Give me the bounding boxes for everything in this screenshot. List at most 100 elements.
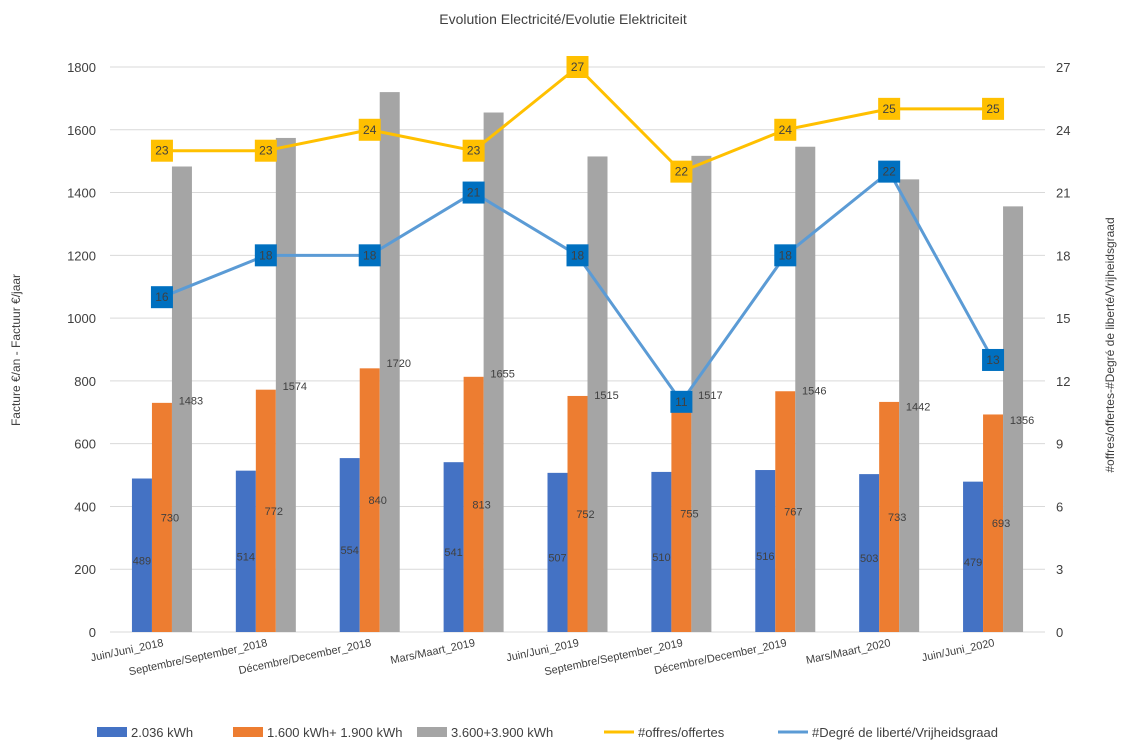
bar-data-label: 503	[860, 553, 878, 565]
line-data-label: 27	[571, 60, 585, 74]
x-tick-label: Juin/Juni_2020	[921, 637, 996, 664]
line-data-label: 22	[882, 165, 896, 179]
bar-data-label: 752	[576, 509, 594, 521]
bar	[131, 478, 152, 632]
chart-title: Evolution Electricité/Evolutie Elektrici…	[439, 11, 687, 27]
line-marker	[358, 244, 381, 267]
line-marker	[670, 160, 693, 183]
line-data-label: 16	[155, 290, 169, 304]
legend-entry: 2.036 kWh	[131, 725, 193, 740]
bar-data-label: 1574	[283, 381, 307, 393]
bar-data-label: 510	[652, 552, 670, 564]
line-marker	[774, 118, 797, 141]
line-data-label: 22	[675, 165, 689, 179]
bar	[795, 146, 816, 632]
y-tick-label: 1400	[67, 186, 96, 201]
y2-tick-label: 9	[1056, 437, 1063, 452]
bar-data-label: 733	[888, 512, 906, 524]
y-tick-label: 1000	[67, 311, 96, 326]
y-tick-label: 600	[74, 437, 96, 452]
y2-tick-label: 3	[1056, 562, 1063, 577]
y-tick-label: 800	[74, 374, 96, 389]
line-data-label: 24	[779, 123, 793, 137]
bar-data-label: 1720	[386, 358, 410, 370]
x-tick-label: Mars/Maart_2020	[805, 637, 892, 667]
y-tick-label: 400	[74, 499, 96, 514]
y-tick-label: 1600	[67, 123, 96, 138]
line-marker	[254, 244, 277, 267]
bar	[483, 112, 504, 632]
bar	[1003, 206, 1024, 632]
bar-data-label: 541	[444, 547, 462, 559]
y2-tick-label: 12	[1056, 374, 1070, 389]
bar-data-label: 1356	[1010, 415, 1034, 427]
bar	[443, 462, 464, 632]
bar-series	[131, 92, 1024, 633]
legend-swatch	[417, 727, 447, 737]
legend-entry: #Degré de liberté/Vrijheidsgraad	[812, 725, 998, 740]
y2-tick-label: 21	[1056, 186, 1070, 201]
line-data-label: 18	[363, 248, 377, 262]
bar	[775, 391, 796, 632]
legend-swatch	[233, 727, 263, 737]
bar	[547, 472, 568, 632]
bar-data-label: 693	[992, 518, 1010, 530]
y-tick-label: 200	[74, 562, 96, 577]
legend-entry: 3.600+3.900 kWh	[451, 725, 553, 740]
legend-swatch	[97, 727, 127, 737]
line-data-label: 23	[155, 144, 169, 158]
bar-data-label: 772	[265, 506, 283, 518]
line-data-label: 23	[467, 144, 481, 158]
y-tick-label: 0	[89, 625, 96, 640]
y2-tick-label: 0	[1056, 625, 1063, 640]
bar	[567, 395, 588, 632]
bar	[171, 166, 192, 632]
bar-data-label: 516	[756, 551, 774, 563]
line-marker	[566, 244, 589, 267]
bar	[379, 92, 400, 633]
bar-data-label: 730	[161, 512, 179, 524]
line-data-label: 11	[675, 395, 688, 409]
bar	[255, 389, 276, 632]
y2-axis-label: #offres/offertes-#Degré de liberté/Vrijh…	[1103, 217, 1117, 472]
bar-data-label: 1517	[698, 390, 722, 402]
line-marker	[462, 181, 485, 204]
line-data-label: 21	[467, 186, 481, 200]
line-marker	[358, 118, 381, 141]
bar-data-label: 1483	[179, 395, 203, 407]
line-marker	[150, 139, 173, 162]
line-marker	[878, 97, 901, 120]
bar-data-label: 489	[133, 555, 151, 567]
line-data-label: 25	[986, 102, 1000, 116]
y-tick-label: 1800	[67, 60, 96, 75]
line-marker	[566, 56, 589, 78]
line-marker	[982, 348, 1005, 371]
line-marker	[878, 160, 901, 183]
bar	[275, 137, 296, 632]
bar	[963, 481, 984, 632]
y2-tick-label: 6	[1056, 499, 1063, 514]
bar	[899, 179, 920, 632]
line-data-label: 24	[363, 123, 377, 137]
bar	[339, 458, 360, 632]
bar	[671, 395, 692, 632]
bar	[151, 402, 172, 632]
legend-entry: #offres/offertes	[638, 725, 725, 740]
bar-data-label: 514	[237, 551, 255, 563]
line-markers: 23 23 24 23 27 22 24 25 25 16 18 18 21 18 11 18 22 13	[150, 56, 1005, 413]
x-tick-label: Mars/Maart_2019	[389, 637, 476, 667]
y2-tick-label: 27	[1056, 60, 1070, 75]
bar	[859, 474, 880, 632]
bar	[651, 471, 672, 632]
bar-data-label: 1546	[802, 385, 826, 397]
line-data-label: 13	[986, 353, 1000, 367]
bar	[755, 470, 776, 632]
line-data-label: 18	[259, 248, 273, 262]
y2-tick-label: 18	[1056, 248, 1070, 263]
line-marker	[462, 139, 485, 162]
line-data-label: 23	[259, 144, 273, 158]
y2-tick-label: 15	[1056, 311, 1070, 326]
bar-data-label: 755	[680, 509, 698, 521]
bar-data-label: 1655	[490, 368, 514, 380]
